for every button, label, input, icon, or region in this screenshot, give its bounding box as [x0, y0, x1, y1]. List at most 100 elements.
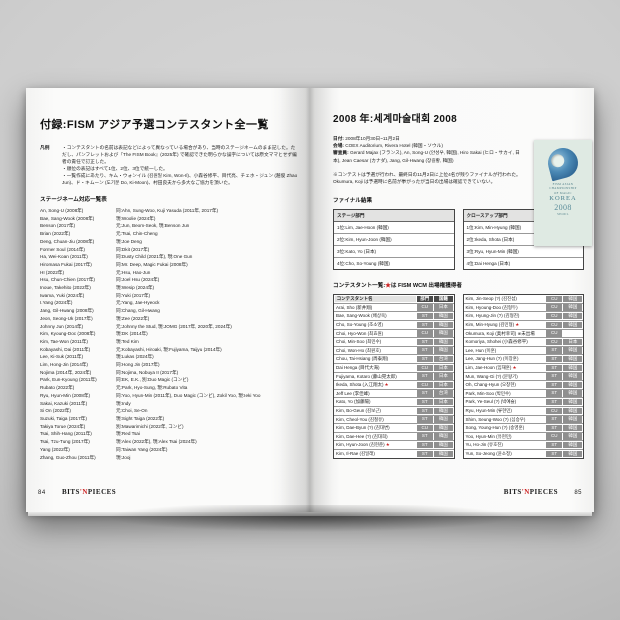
country-badge: 韓国 — [563, 364, 583, 371]
stage-name: Yang (2022年) — [40, 446, 70, 452]
contestant-name: Choi, Min-Soo (최민수) — [336, 339, 382, 345]
contestant-row: Arai, Sho (新井翔) CU 日本 — [334, 304, 454, 313]
right-page: 2008 年:세계마술대회 2008 日付: 2008年10月30日~11月2日… — [310, 88, 594, 512]
stage-name-info: 同:Chang, Gil-Hwang — [116, 308, 160, 314]
left-page-number: 84 — [38, 490, 46, 496]
contestant-row: Lim, Jae-Hoon (임재훈)★ ST 韓国 — [463, 364, 583, 373]
contestant-name: Kim, Bo-Geun (김보근) — [336, 407, 381, 413]
stage-name-info: 元:Choi, Se-On — [116, 408, 148, 414]
stage-name-info: 現:Woolie (2024年) — [116, 215, 156, 221]
star-icon: ★ — [384, 382, 389, 388]
right-page-number: 85 — [574, 490, 582, 496]
stage-name: Inoue, Takehito (2022年) — [40, 285, 91, 291]
contestant-row: Kim, Hyoung-Doo (김형두) CU 韓国 — [463, 304, 583, 313]
division-badge: ST — [546, 424, 563, 432]
contestant-name: Kim, Dae-Byun (?) (김대변) — [336, 425, 390, 431]
poster-line: OF MAGIC — [554, 190, 572, 195]
country-badge: 韓国 — [433, 321, 453, 328]
division-badge: ST — [416, 433, 433, 440]
poster-line: KOREA — [549, 195, 577, 203]
stage-name-row: Johnny Jun (2014年) 元:Johnny the Stud, 現:… — [40, 323, 298, 331]
contestant-name: Yoo, Hyun-Min (유현민) — [465, 433, 512, 439]
event-meta-row: 日付: 2008年10月30日~11月2日 — [333, 135, 525, 142]
stage-name: Benson (2017年) — [40, 223, 76, 229]
stage-name-info: 現:Alex (2022年), 現:Alex Tsai (2024年) — [116, 439, 197, 445]
finals-stage-table: ステージ部門 1位:Lim, Jae-Hoon (韓国) 2位:Kim, Hyun… — [333, 209, 455, 271]
event-meta-row: 審査員: Gerard Majax (フランス), An, Song-U (안성… — [333, 149, 525, 163]
country-badge: 台湾 — [433, 390, 453, 397]
header-division: 部門 — [416, 295, 433, 303]
header-country: 国籍 — [433, 295, 453, 303]
contestant-name: Lee, Jang-Hun (?) (이장훈) — [465, 356, 519, 362]
stage-name-info: 同:Hong Jin (2017年) — [116, 362, 160, 368]
star-icon: ★ — [512, 364, 517, 370]
left-page-title: 付録:FISM アジア予選コンテスタント全一覧 — [40, 119, 269, 131]
poster-swirl-graphic — [544, 144, 582, 182]
contestant-name: Choi, Hyo-Won (최효원) — [336, 330, 384, 336]
division-badge: ST — [546, 390, 563, 397]
contestant-row: Kim, Cheol-You (김철유) ST 韓国 — [334, 416, 454, 425]
contest-note: ※コンテストは予選が行われ、最終日の11月2日に上位4名が残りファイナルが行われ… — [333, 171, 521, 185]
meta-text: Gerard Majax (フランス), An, Song-U (안성우, 韓国… — [333, 150, 520, 163]
stage-name: Former Soul (2014年) — [40, 246, 85, 252]
stage-name-row: Suzuki, Taiga (2017年) 現:Sight Taiga (202… — [40, 415, 298, 423]
stage-name-row: Jeon, Seong-Uk (2017年) 現:Zee (2022年) — [40, 315, 298, 323]
contestant-row: Yoo, Hyun-Min (유현민) CU 韓国 — [463, 433, 583, 442]
stage-name-row: An, Song-U (2008年) 同:Ahn, Sung-Woo, Kuji… — [40, 207, 298, 215]
contestant-name: Park, Min-Soo (박민수) — [465, 390, 511, 396]
finals-result-row: 3位:Ryu, Hyun-Min (韓国) — [463, 246, 583, 259]
stage-name-list: An, Song-U (2008年) 同:Ahn, Sung-Woo, Kuji… — [40, 207, 298, 461]
country-badge: 日本 — [433, 304, 453, 311]
contestant-name: Ikeda, Shota (入江翔太) — [336, 382, 384, 388]
contestant-name: Kato, Yo (加藤陽) — [336, 399, 371, 405]
contestant-row: Fujiyama, Kotaro (藤山晃太郎) ST 日本 — [334, 373, 454, 382]
country-badge — [563, 330, 582, 336]
country-badge: 韓国 — [563, 313, 583, 320]
star-icon: ★ — [515, 322, 520, 327]
country-badge: 韓国 — [563, 295, 583, 303]
contestant-row: Kato, Yo (加藤陽) ST 日本 — [334, 398, 454, 407]
country-badge: 韓国 — [563, 355, 583, 363]
division-badge: ST — [416, 321, 433, 328]
stage-name: Iwama, Yuki (2024年) — [40, 292, 85, 298]
contestant-row: Choi, Hyo-Won (최효원) CU 韓国 — [334, 330, 454, 339]
stage-name-row: Lim, Hong-Jin (2014年) 同:Hong Jin (2017年) — [40, 361, 298, 369]
stage-name-info: 現:Joe Deng — [116, 238, 142, 244]
contestant-name: Kim, Dae-Hee (?) (김대희) — [336, 433, 388, 439]
stage-name-info: 同:Yoo, Hyun-Min (2011年), Duo Magic (コンビ)… — [116, 392, 261, 398]
stage-name-info: 元:Tsai, Chin-Cheng — [116, 231, 158, 237]
country-badge: 日本 — [433, 373, 453, 380]
legend-block: 凡例 ・コンテスタントの名前は表記などによって異なっている場合があり、当時のステ… — [40, 144, 298, 186]
division-badge: CU — [416, 304, 433, 311]
contestant-name: Kim, Hyung-Jin (?) (김형진) — [465, 313, 520, 319]
division-badge: CU — [416, 364, 433, 371]
division-badge: ST — [416, 416, 433, 423]
stage-name-row: Lee, Ki-Suk (2011年) 現:Lukas (2024年) — [40, 353, 298, 361]
stage-name-info: 現:Sight Taiga (2022年) — [116, 415, 165, 421]
meta-text: COEX Auditorium, Rivera Hotel (韓国・ソウル) — [345, 143, 443, 149]
stage-name: Si On (2022年) — [40, 408, 71, 414]
division-badge: ST — [416, 441, 433, 449]
country-badge: 韓国 — [433, 407, 453, 414]
country-badge: 韓国 — [433, 313, 453, 320]
contestant-name: Ryu, Hyun-Min (류현민) — [465, 407, 512, 413]
stage-name-row: Nojima (2014年, 2024年) 同:Nojima, Nobuya I… — [40, 369, 298, 377]
division-badge: CU — [416, 424, 433, 432]
stage-name: Jang, Gil-Hwang (2008年) — [40, 308, 94, 314]
stage-name-info: 元:Hsu, Hao-Jun — [116, 269, 151, 275]
contestant-row: Kim, Hyun-Joon (김현준)★ ST 韓国 — [334, 441, 454, 450]
country-badge: 韓国 — [563, 347, 583, 354]
stage-name-row: Takiya Torue (2024年) 別:Mawarimichi (2022… — [40, 423, 298, 431]
contestant-name: Mun, Wang-Gi (?) (문왕기) — [465, 373, 518, 379]
contestant-row: Kim, Il-Rae (김일래) ST 韓国 — [334, 450, 454, 458]
legend-label: 凡例 — [40, 145, 50, 150]
stage-name-row: Sakai, Kazuki (2011年) 現:Indy — [40, 400, 298, 408]
country-badge: 韓国 — [433, 416, 453, 423]
stage-name-info: 元:Johnny the Stud, 現:JOMG (2017年, 2020年,… — [116, 323, 232, 329]
stage-name-row: Park, Eun-Kyoung (2011年) 同:EK, E.K., 別:D… — [40, 376, 298, 384]
country-badge: 韓国 — [433, 424, 453, 432]
left-page: 付録:FISM アジア予選コンテスタント全一覧 凡例 ・コンテスタントの名前は表… — [26, 88, 310, 512]
contestant-row: Choi, Min-Soo (최민수) ST 韓国 — [334, 338, 454, 347]
contestant-name: Choi, Won-Ho (최원호) — [336, 347, 381, 353]
